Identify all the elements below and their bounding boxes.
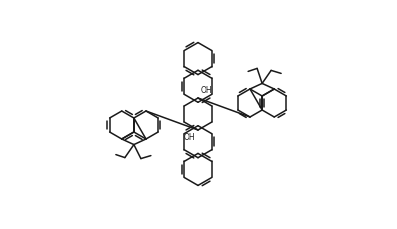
Text: OH: OH (183, 133, 195, 142)
Text: OH: OH (201, 86, 213, 95)
